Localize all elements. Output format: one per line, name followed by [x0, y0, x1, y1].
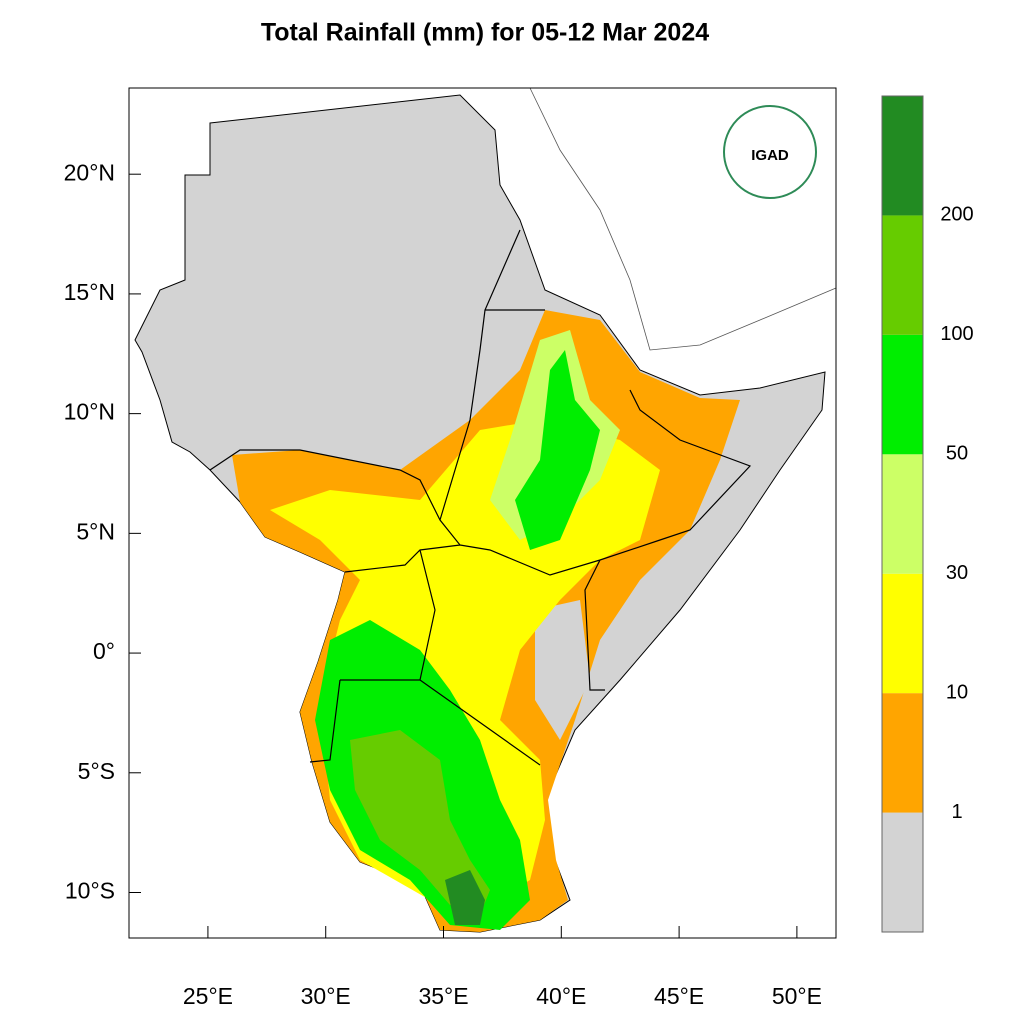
- x-tick-label: 45°E: [654, 983, 704, 1009]
- colorbar-label: 50: [946, 443, 968, 465]
- rain-green-north: [515, 350, 600, 550]
- colorbar-label: 100: [940, 323, 973, 345]
- rain-yellow-green: [350, 730, 490, 915]
- country-borders: [209, 229, 752, 766]
- x-tick-label: 30°E: [301, 983, 351, 1009]
- coastline-arabia: [529, 87, 837, 351]
- y-tick-label: 10°S: [65, 878, 115, 904]
- y-tick-label: 5°N: [76, 518, 115, 544]
- colorbar-segment: [882, 812, 923, 932]
- x-tick-label: 50°E: [772, 983, 822, 1009]
- y-tick-label: 20°N: [64, 159, 115, 185]
- map: IGAD: [128, 87, 837, 939]
- colorbar-segment: [882, 334, 923, 455]
- colorbar-label: 30: [946, 562, 968, 584]
- y-tick-label: 15°N: [64, 279, 115, 305]
- x-tick-label: 25°E: [183, 983, 233, 1009]
- rain-gray-patch: [535, 600, 590, 740]
- colorbar-segment: [882, 573, 923, 694]
- y-tick-label: 5°S: [78, 758, 115, 784]
- colorbar-label: 10: [946, 681, 968, 703]
- x-tick-label: 35°E: [418, 983, 468, 1009]
- rain-dark-green: [445, 870, 485, 925]
- colorbar-label: 1: [951, 801, 962, 823]
- colorbar-segment: [882, 693, 923, 813]
- colorbar-label: 200: [940, 204, 973, 226]
- colorbar-segment: [882, 215, 923, 335]
- colorbar: 1 10 30 50 100 200: [881, 95, 974, 933]
- y-tick-label: 0°: [93, 638, 115, 664]
- map-frame: [128, 87, 837, 939]
- colorbar-segment: [882, 96, 923, 216]
- colorbar-segment: [882, 454, 923, 574]
- logo-text: IGAD: [751, 147, 789, 164]
- x-tick-label: 40°E: [536, 983, 586, 1009]
- y-tick-label: 10°N: [64, 399, 115, 425]
- title: Total Rainfall (mm) for 05-12 Mar 2024: [261, 19, 709, 47]
- colorbar-frame: [881, 95, 924, 933]
- logo: [723, 105, 817, 199]
